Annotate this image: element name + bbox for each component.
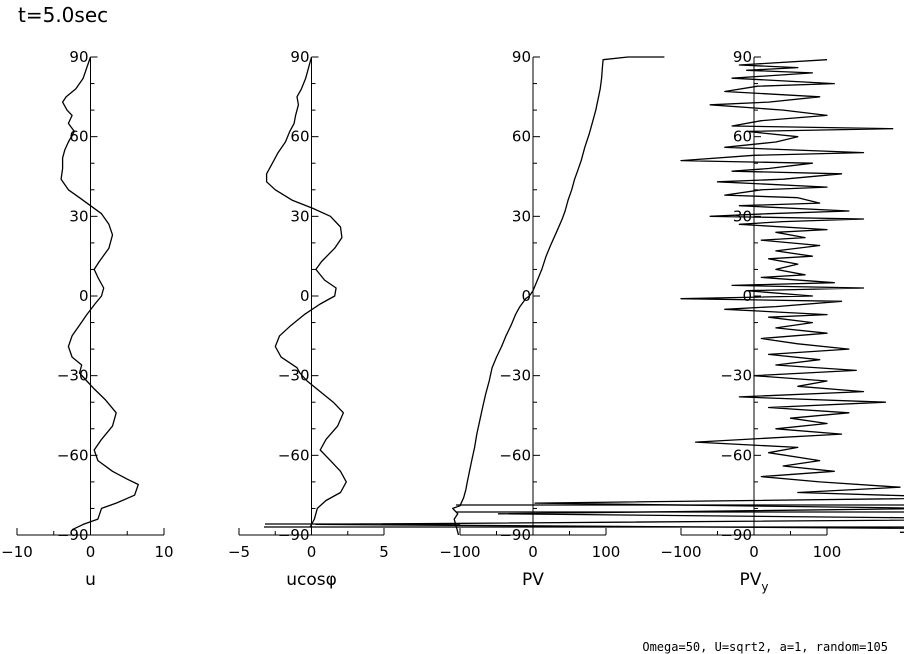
u-series-line	[60, 56, 139, 531]
ucos-y-tick-label: −30	[278, 367, 310, 385]
pvy-x-tick-label: 0	[749, 543, 759, 561]
ucos-x-label: ucosφ	[286, 570, 337, 590]
ucos-panel: −5 0 5 −90 −60 −30 0 30 60 90 ucosφ	[228, 48, 389, 590]
u-y-tick-label: 90	[69, 48, 88, 66]
pv-y-tick-label: 60	[512, 128, 531, 146]
u-x-tick-label: −10	[1, 543, 33, 561]
u-panel: −10 0 10 −90 −60 −30 0 30 60 90 u	[1, 48, 173, 590]
ucos-y-tick-label: 90	[290, 48, 309, 66]
pv-y-tick-label: 0	[521, 287, 531, 305]
pv-y-tick-label: 30	[512, 207, 531, 225]
pv-x-tick-label: −100	[439, 543, 480, 561]
pvy-y-tick-label: 0	[742, 287, 752, 305]
ucos-y-tick-label: 0	[300, 287, 310, 305]
ucos-y-tick-label: 60	[290, 128, 309, 146]
figure-title: t=5.0sec	[18, 3, 108, 27]
ucos-x-tick-label: 5	[379, 543, 389, 561]
u-y-tick-label: −60	[57, 446, 89, 464]
pvy-y-tick-label: 90	[733, 48, 752, 66]
pv-y-tick-label: −90	[499, 526, 531, 544]
u-y-tick-label: 60	[69, 128, 88, 146]
pv-y-tick-label: 90	[512, 48, 531, 66]
ucos-series-line	[265, 56, 347, 528]
pvy-y-tick-label: −60	[720, 446, 752, 464]
pv-series-line	[452, 56, 665, 536]
ucos-x-tick-label: 0	[307, 543, 317, 561]
pvy-series-line	[315, 59, 904, 533]
u-y-tick-label: −30	[57, 367, 89, 385]
pvy-x-label-subscript: y	[761, 580, 768, 594]
pv-y-tick-label: −60	[499, 446, 531, 464]
pvy-y-tick-label: 60	[733, 128, 752, 146]
u-y-tick-label: 0	[79, 287, 89, 305]
ucos-y-tick-label: −90	[278, 526, 310, 544]
u-x-tick-label: 0	[86, 543, 96, 561]
pv-x-label: PV	[522, 570, 544, 590]
pv-x-tick-label: 0	[528, 543, 538, 561]
ucos-y-tick-label: −60	[278, 446, 310, 464]
parameter-footer: Omega=50, U=sqrt2, a=1, random=105	[642, 640, 888, 654]
u-x-tick-label: 10	[154, 543, 173, 561]
pv-x-tick-label: 100	[592, 543, 621, 561]
pvy-x-tick-label: −100	[660, 543, 701, 561]
pvy-y-tick-label: −30	[720, 367, 752, 385]
pvy-y-tick-label: −90	[720, 526, 752, 544]
ucos-x-tick-label: −5	[228, 543, 250, 561]
pv-y-tick-label: −30	[499, 367, 531, 385]
pvy-x-label: PVy	[740, 570, 769, 594]
u-x-label: u	[85, 570, 96, 590]
u-y-tick-label: 30	[69, 207, 88, 225]
pv-panel: −100 0 100 −90 −60 −30 0 30 60 90 PV	[439, 48, 665, 590]
pvy-x-tick-label: 100	[813, 543, 842, 561]
u-y-tick-label: −90	[57, 526, 89, 544]
ucos-y-tick-label: 30	[290, 207, 309, 225]
